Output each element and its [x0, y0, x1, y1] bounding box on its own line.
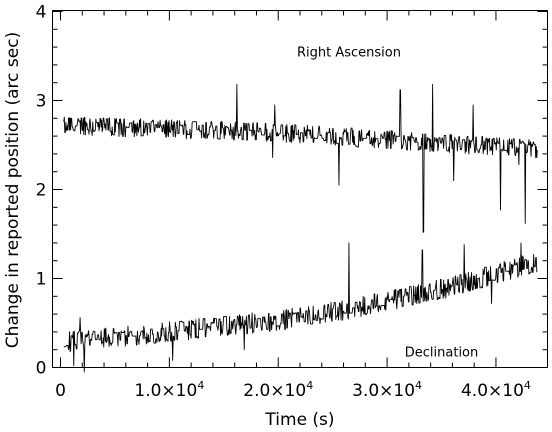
- y-tick-label-0: 0: [36, 359, 47, 379]
- y-tick-labels: 0 1 2 3 4: [36, 3, 47, 379]
- x-tick-exponent-2: 4: [306, 379, 313, 392]
- x-tick-label-3: 3.0×104: [352, 379, 422, 401]
- annotation-0: Right Ascension: [297, 46, 401, 61]
- x-tick-exponent-1: 4: [197, 379, 204, 392]
- y-axis-label: Change in reported position (arc sec): [3, 32, 23, 348]
- annotation-1: Declination: [405, 345, 479, 360]
- series-layer: [63, 84, 538, 373]
- annotations: Right Ascension Declination: [297, 46, 478, 361]
- x-tick-label-4: 4.0×104: [461, 379, 531, 401]
- x-tick-exponent-3: 4: [415, 379, 422, 392]
- x-tick-exponent-4: 4: [524, 379, 531, 392]
- x-tick-label-2: 2.0×104: [243, 379, 313, 401]
- x-tick-labels: 0 1.0×104 2.0×104 3.0×104 4.0×104: [55, 379, 531, 401]
- x-axis-label: Time (s): [264, 410, 334, 430]
- x-tick-label-0: 0: [55, 381, 66, 401]
- y-tick-label-4: 4: [36, 3, 47, 23]
- y-tick-label-2: 2: [36, 181, 47, 201]
- x-tick-label-1: 1.0×104: [134, 379, 204, 401]
- series-line-0: [63, 84, 538, 233]
- tick-marks: [52, 10, 548, 368]
- y-tick-label-1: 1: [36, 270, 47, 290]
- y-tick-label-3: 3: [36, 92, 47, 112]
- series-line-1: [63, 242, 538, 373]
